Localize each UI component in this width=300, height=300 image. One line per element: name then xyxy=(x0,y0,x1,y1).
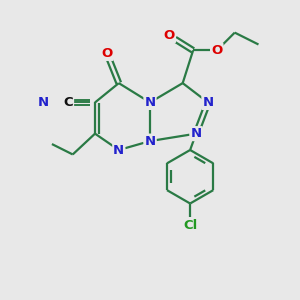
Text: N: N xyxy=(38,96,49,109)
Text: C: C xyxy=(64,96,73,109)
Text: O: O xyxy=(101,47,112,60)
Text: N: N xyxy=(113,143,124,157)
Text: N: N xyxy=(144,135,156,148)
Text: Cl: Cl xyxy=(183,219,197,232)
Text: N: N xyxy=(202,96,214,109)
Text: N: N xyxy=(144,96,156,109)
Text: O: O xyxy=(211,44,223,57)
Text: N: N xyxy=(190,127,202,140)
Text: O: O xyxy=(164,29,175,42)
